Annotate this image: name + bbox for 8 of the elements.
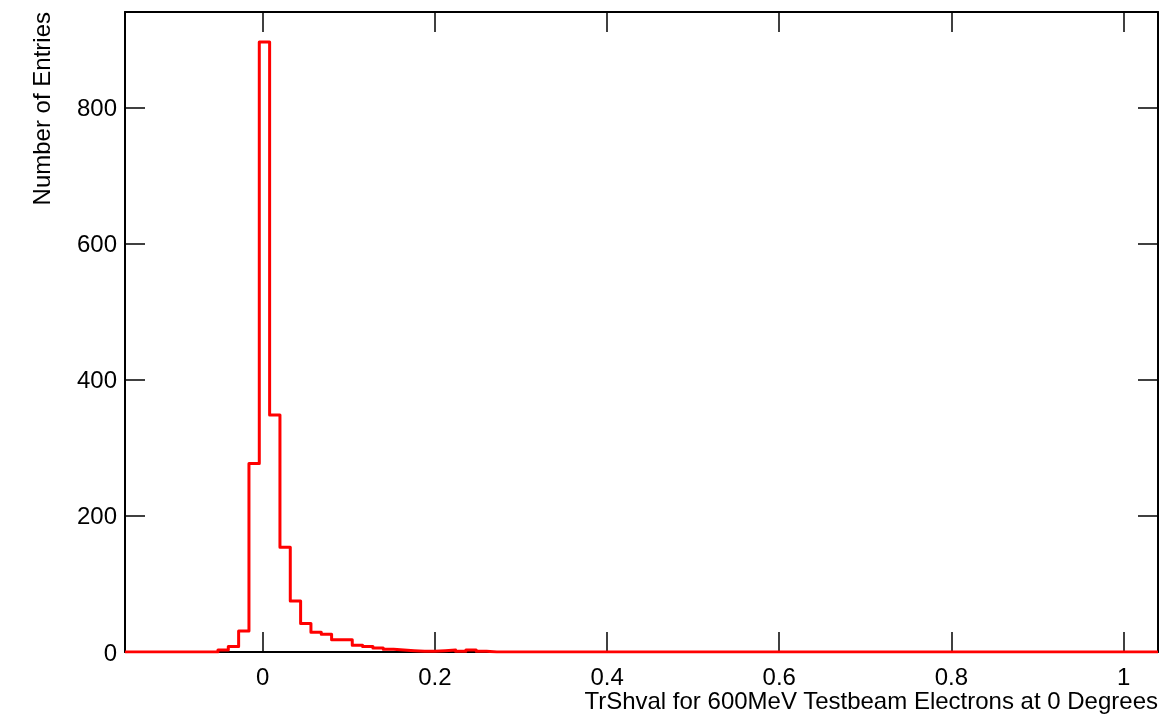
y-axis-title: Number of Entries bbox=[27, 12, 55, 206]
y-tick-label: 200 bbox=[76, 502, 117, 530]
x-tick-label: 0.2 bbox=[418, 662, 452, 690]
y-tick-label: 400 bbox=[76, 366, 117, 394]
y-tick-label: 0 bbox=[103, 638, 117, 666]
x-tick-label: 0 bbox=[256, 662, 270, 690]
y-tick-label: 800 bbox=[76, 93, 117, 121]
y-tick-label: 600 bbox=[76, 229, 117, 257]
